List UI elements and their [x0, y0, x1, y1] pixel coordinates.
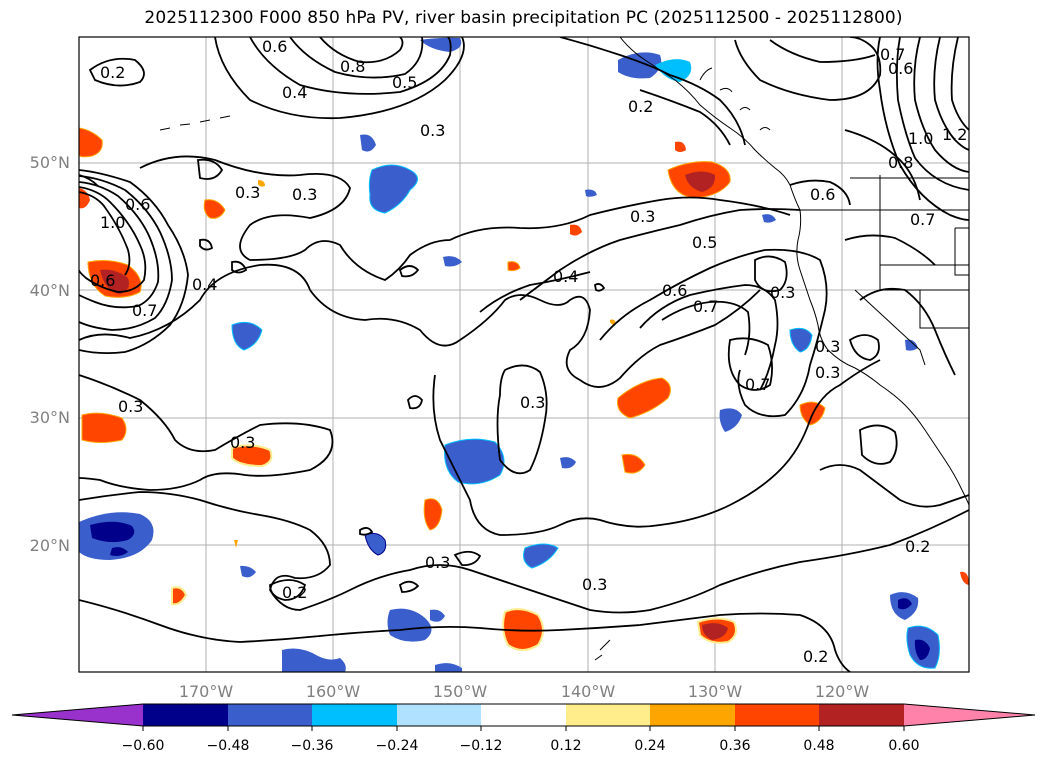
contour-label: 0.3 — [520, 393, 545, 412]
contour-label: 0.3 — [235, 183, 260, 202]
colorbar-tick-label: −0.24 — [376, 738, 419, 754]
lat-label-30n: 30°N — [30, 408, 70, 427]
colorbar-tick-label: 0.12 — [550, 738, 581, 754]
contour-label: 0.3 — [118, 397, 143, 416]
contour-label: 0.5 — [692, 233, 717, 252]
contour-label: 0.2 — [100, 63, 125, 82]
colorbar-tick-label: −0.12 — [460, 738, 503, 754]
lat-label-50n: 50°N — [30, 153, 70, 172]
contour-label: 0.3 — [230, 433, 255, 452]
contour-label: 0.8 — [340, 57, 365, 76]
contour-label: 0.6 — [888, 59, 913, 78]
colorbar-segment — [143, 704, 228, 726]
contour-label: 0.3 — [425, 553, 450, 572]
pv-contours — [79, 37, 969, 672]
contour-label: 0.3 — [420, 121, 445, 140]
colorbar-segment — [735, 704, 819, 726]
colorbar-tick-label: −0.36 — [291, 738, 334, 754]
map-panel — [79, 37, 969, 672]
contour-labels: 0.2 0.6 0.8 0.5 0.4 0.7 0.6 0.2 0.3 0.3 … — [90, 37, 967, 666]
colorbar-tick-label: 0.24 — [634, 738, 665, 754]
contour-label: 0.3 — [815, 337, 840, 356]
contour-label: 0.3 — [815, 363, 840, 382]
lon-label-170w: 170°W — [179, 682, 234, 701]
lon-label-150w: 150°W — [433, 682, 488, 701]
contour-label: 0.4 — [553, 267, 578, 286]
contour-label: 0.7 — [880, 45, 905, 64]
map-title: 2025112300 F000 850 hPa PV, river basin … — [144, 8, 903, 28]
map-border — [78, 36, 970, 673]
contour-label: 0.2 — [905, 537, 930, 556]
contour-label: 0.3 — [292, 185, 317, 204]
contour-label: 0.7 — [132, 301, 157, 320]
contour-label: 0.7 — [745, 375, 770, 394]
lon-label-120w: 120°W — [815, 682, 870, 701]
contour-label: 0.6 — [662, 281, 687, 300]
contour-label: 0.6 — [262, 37, 287, 56]
contour-label: 0.2 — [628, 97, 653, 116]
contour-label: 0.3 — [770, 283, 795, 302]
colorbar-segment — [312, 704, 397, 726]
colorbar-under-arrow — [12, 704, 143, 726]
colorbar: −0.60 −0.48 −0.36 −0.24 −0.12 0.12 0.24 … — [11, 703, 1036, 754]
colorbar-segment — [228, 704, 312, 726]
colorbar-tick-label: −0.48 — [207, 738, 250, 754]
colorbar-over-arrow — [904, 704, 1035, 726]
colorbar-tick-label: 0.48 — [803, 738, 834, 754]
contour-label: 0.2 — [282, 583, 307, 602]
contour-label: 0.6 — [810, 185, 835, 204]
contour-label: 0.2 — [803, 647, 828, 666]
contour-label: 0.7 — [693, 297, 718, 316]
contour-label: 1.0 — [908, 129, 933, 148]
colorbar-segment — [819, 704, 904, 726]
colorbar-segment — [566, 704, 650, 726]
contour-label: 1.0 — [100, 213, 125, 232]
colorbar-segment — [397, 704, 481, 726]
contour-label: 0.5 — [392, 73, 417, 92]
contour-label: 0.6 — [125, 195, 150, 214]
colorbar-tick-label: 0.36 — [719, 738, 750, 754]
longitude-labels: 170°W 160°W 150°W 140°W 130°W 120°W — [179, 682, 870, 701]
colorbar-segment — [481, 704, 566, 726]
contour-label: 0.4 — [282, 83, 307, 102]
contour-label: 0.4 — [192, 275, 217, 294]
contour-label: 0.8 — [888, 153, 913, 172]
colorbar-tick-label: 0.60 — [888, 738, 919, 754]
contour-label: 0.3 — [582, 575, 607, 594]
colorbar-segment — [650, 704, 735, 726]
colorbar-tick-label: −0.60 — [122, 738, 165, 754]
contour-label: 0.7 — [910, 210, 935, 229]
positive-precip-areas — [79, 127, 969, 651]
lat-label-20n: 20°N — [30, 536, 70, 555]
lat-label-40n: 40°N — [30, 281, 70, 300]
contour-label: 0.6 — [90, 271, 115, 290]
lon-label-140w: 140°W — [561, 682, 616, 701]
contour-label: 0.3 — [630, 207, 655, 226]
lon-label-130w: 130°W — [688, 682, 743, 701]
latitude-labels: 50°N 40°N 30°N 20°N — [30, 153, 70, 555]
contour-label: 1.2 — [942, 125, 967, 144]
coastlines — [159, 37, 969, 661]
lon-label-160w: 160°W — [306, 682, 361, 701]
